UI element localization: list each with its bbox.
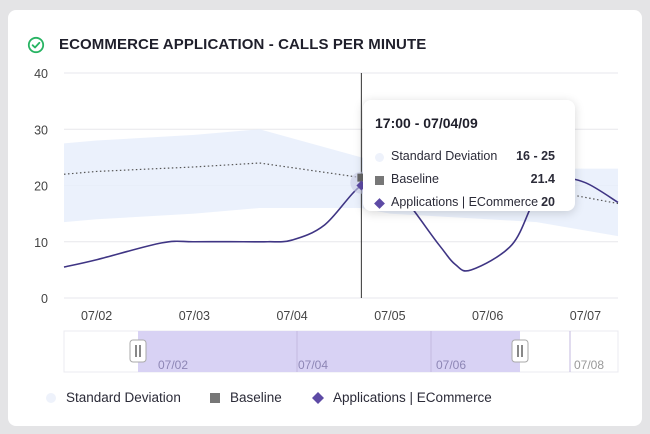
standard-deviation-swatch [375, 153, 384, 162]
baseline-swatch [375, 176, 384, 185]
handle-body [129, 339, 147, 363]
baseline-swatch [210, 393, 220, 403]
tooltip-value: 16 - 25 [516, 149, 555, 163]
navigator-right-handle[interactable] [511, 339, 529, 363]
navigator-selection [138, 331, 520, 372]
standard-deviation-swatch [46, 393, 56, 403]
tooltip-row-baseline: Baseline 21.4 [375, 172, 563, 188]
x-tick-label: 07/03 [179, 309, 210, 323]
chart-card: ECOMMERCE APPLICATION - CALLS PER MINUTE… [8, 10, 642, 426]
y-tick-label: 20 [34, 180, 48, 194]
y-tick-label: 30 [34, 123, 48, 137]
x-tick-label: 07/05 [374, 309, 405, 323]
navigator-tick-label: 07/04 [298, 358, 328, 372]
y-tick-label: 10 [34, 236, 48, 250]
navigator-tick-label: 07/08 [574, 358, 604, 372]
legend-label: Baseline [230, 390, 282, 405]
tooltip-label: Baseline [391, 172, 439, 186]
x-tick-label: 07/02 [81, 309, 112, 323]
navigator-tick-label: 07/06 [436, 358, 466, 372]
navigator-left-handle[interactable] [129, 339, 147, 363]
check-circle-icon [27, 36, 45, 54]
legend-label: Applications | ECommerce [333, 390, 492, 405]
chart-title: ECOMMERCE APPLICATION - CALLS PER MINUTE [59, 36, 427, 53]
baseline-marker [357, 173, 366, 182]
tooltip-label: Applications | ECommerce [391, 195, 539, 209]
tooltip-row-standard-deviation: Standard Deviation 16 - 25 [375, 149, 563, 165]
navigator-tick-label: 07/02 [158, 358, 188, 372]
x-tick-label: 07/04 [276, 309, 307, 323]
calls-per-minute-chart[interactable]: 0 10 20 30 40 07/02 07/03 07/04 07/05 07/06 07/07 0… [8, 10, 642, 426]
legend-label: Standard Deviation [66, 390, 181, 405]
tooltip-row-applications: Applications | ECommerce 20 [374, 195, 563, 211]
y-tick-label: 0 [41, 292, 48, 306]
tooltip-value: 20 [541, 195, 555, 209]
chart-tooltip: 17:00 - 07/04/09 Standard Deviation 16 -… [363, 100, 575, 211]
x-tick-label: 07/06 [472, 309, 503, 323]
applications-swatch [374, 198, 385, 209]
y-tick-label: 40 [34, 67, 48, 81]
tooltip-label: Standard Deviation [391, 149, 498, 163]
tooltip-value: 21.4 [530, 172, 555, 186]
handle-body [511, 339, 529, 363]
baseline-line [63, 162, 619, 205]
tooltip-title: 17:00 - 07/04/09 [375, 115, 478, 131]
x-tick-label: 07/07 [570, 309, 601, 323]
